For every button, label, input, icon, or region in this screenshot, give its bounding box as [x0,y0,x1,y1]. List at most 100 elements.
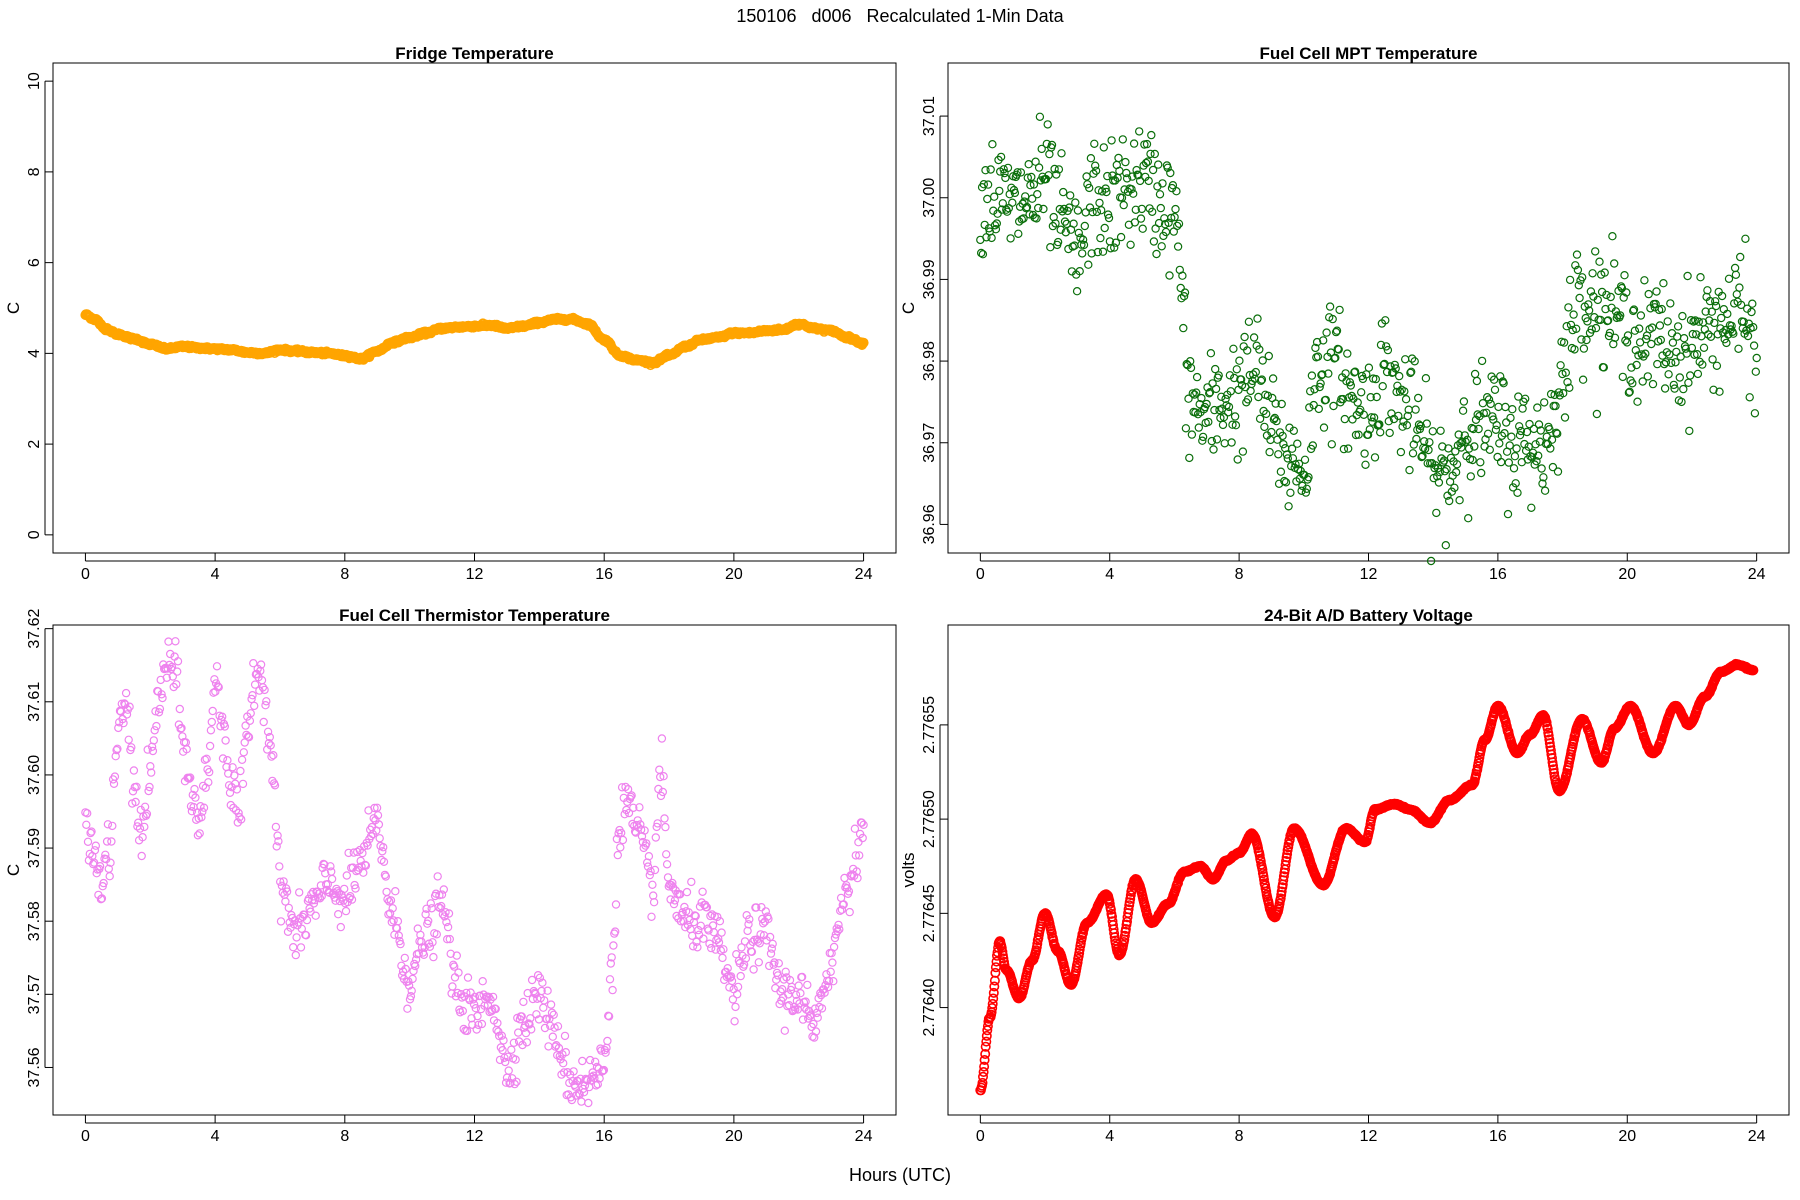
data-point [1265,447,1274,457]
x-tick-label: 12 [466,566,484,583]
data-point [661,822,670,832]
data-point [549,1010,558,1020]
data-point [1071,198,1080,207]
data-point [1540,486,1550,495]
plot-frame [947,624,1790,1116]
y-tick-label: 36.96 [921,504,938,544]
data-point [241,721,250,730]
data-point [1673,322,1683,331]
data-point [1360,449,1369,458]
data-point [1482,393,1492,402]
data-point [717,928,726,937]
data-point [1512,444,1521,453]
data-point [1505,441,1514,450]
data-point [1033,189,1042,199]
data-point [511,1055,520,1064]
data-point [175,704,184,714]
data-point [375,834,384,843]
data-point [1356,388,1366,397]
data-point [1138,224,1147,233]
data-point [1400,355,1410,364]
y-tick-label: 37.60 [26,755,43,795]
data-point [662,850,671,859]
data-point [259,717,268,727]
data-point [1588,269,1597,278]
data-point [1156,203,1166,213]
data-point [796,989,805,998]
data-point [1157,242,1166,251]
data-point [1322,328,1331,337]
data-point [1495,439,1504,448]
x-axis-caption: Hours (UTC) [849,1165,951,1185]
x-tick-label: 12 [1360,1128,1378,1145]
data-point [218,754,228,763]
data-point [768,939,777,949]
data-point [284,903,293,913]
data-point [514,1028,523,1037]
data-point [694,930,704,940]
x-tick-label: 4 [1105,1128,1114,1145]
data-point [1606,292,1615,302]
data-point [1492,421,1501,430]
data-point [548,1032,558,1041]
y-tick-label: 37.57 [26,974,43,1014]
y-tick-label: 37.56 [26,1047,43,1087]
data-point [1086,153,1096,163]
x-tick-label: 4 [1105,566,1114,583]
data-point [1751,367,1761,376]
data-point [311,911,320,920]
data-point [236,766,245,776]
data-point [433,872,442,881]
data-point [1150,149,1160,159]
data-point [1675,373,1685,382]
data-point [1440,467,1450,476]
data-point [1560,413,1570,422]
data-point [1082,172,1091,181]
data-point [1685,426,1694,436]
data-point [1712,361,1722,370]
data-point [1114,153,1123,163]
data-point [1653,359,1662,369]
data-point [1513,488,1522,497]
data-point [1564,303,1573,312]
data-point [221,736,230,745]
data-point [164,637,173,646]
data-point [1660,359,1669,369]
data-point [1570,345,1579,354]
data-point [121,688,131,698]
y-tick-label: 2.77640 [921,979,938,1037]
data-point [1229,344,1238,353]
data-point [1081,208,1090,217]
data-point [1192,372,1202,382]
data-point [1506,413,1515,423]
data-point [82,820,91,830]
y-tick-label: 8 [26,167,43,176]
data-point [1060,217,1070,226]
data-point [1006,234,1015,243]
data-point [1233,455,1242,464]
data-point [1472,376,1482,386]
x-tick-label: 24 [1748,1128,1766,1145]
y-tick-label: 2.77650 [921,790,938,848]
data-point [613,850,623,860]
data-point [1098,247,1108,256]
data-point [1254,392,1263,402]
data-point [276,917,286,926]
data-point [986,165,995,174]
data-point [1232,365,1242,374]
data-point [1507,432,1516,441]
data-point [1609,259,1619,268]
x-tick-label: 0 [976,1128,985,1145]
series-battery [975,658,1759,1096]
data-point [1476,468,1486,478]
data-point [662,860,672,869]
data-point [1630,326,1640,335]
data-point [1463,514,1473,523]
data-point [611,900,621,909]
data-point [1633,397,1642,406]
data-point [733,990,742,999]
data-point [648,880,657,890]
data-point [1206,349,1216,358]
data-point [1569,310,1578,319]
